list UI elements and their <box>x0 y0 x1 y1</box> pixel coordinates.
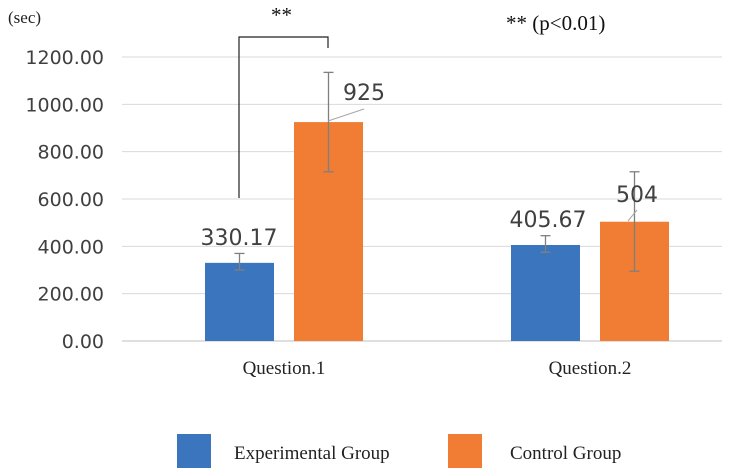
legend: Experimental Group Control Group <box>177 434 621 468</box>
significance-marker: ** <box>271 3 292 27</box>
significance-bracket: ** <box>238 3 329 198</box>
data-label: 504 <box>616 183 658 208</box>
legend-swatch <box>177 434 211 468</box>
y-unit-label: (sec) <box>8 8 41 27</box>
y-tick-label: 0.00 <box>62 331 104 353</box>
y-tick-label: 600.00 <box>38 189 104 211</box>
bar <box>205 262 274 341</box>
y-tick-label: 200.00 <box>38 284 104 306</box>
category-label: Question.2 <box>549 358 632 379</box>
data-labels: 330.17 405.67 925 504 <box>201 81 658 251</box>
y-tick-label: 1000.00 <box>25 94 104 116</box>
significance-bracket-line <box>238 36 329 198</box>
data-label: 405.67 <box>510 208 587 233</box>
legend-label: Control Group <box>510 443 621 464</box>
x-axis-categories: Question.1 Question.2 <box>243 358 632 379</box>
data-label: 330.17 <box>201 226 278 251</box>
y-tick-label: 800.00 <box>38 142 104 164</box>
category-label: Question.1 <box>243 358 326 379</box>
data-label-leader <box>627 209 638 222</box>
y-tick-label: 400.00 <box>38 236 104 258</box>
data-label-leader <box>327 108 365 122</box>
y-tick-label: 1200.00 <box>25 47 104 69</box>
data-label: 925 <box>343 81 385 106</box>
error-bars <box>234 71 640 272</box>
significance-note: ** (p<0.01) <box>506 11 605 35</box>
y-axis-ticks: 0.00 200.00 400.00 600.00 800.00 1000.00 1200.… <box>25 47 104 353</box>
legend-swatch <box>448 434 482 468</box>
legend-label: Experimental Group <box>234 443 390 464</box>
bar <box>511 244 580 341</box>
